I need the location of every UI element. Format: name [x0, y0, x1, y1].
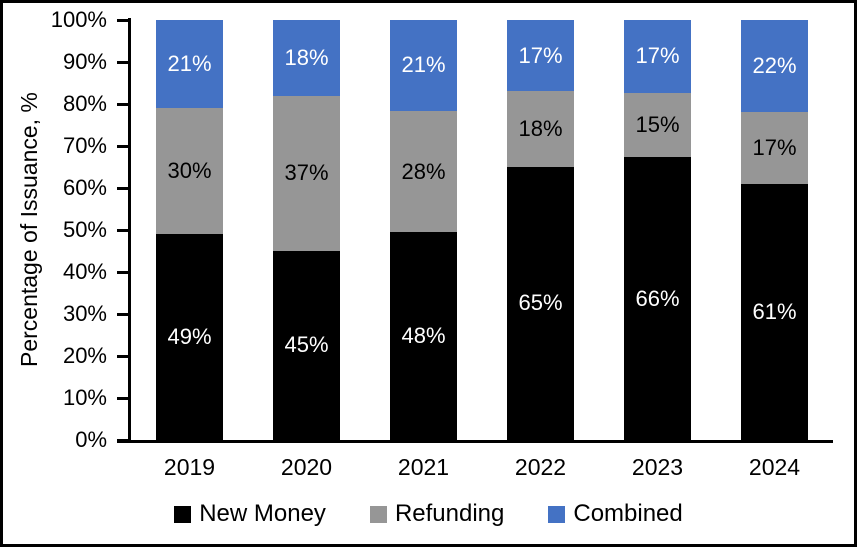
bar-segment-combined: 18% — [273, 20, 340, 96]
x-axis-line — [117, 440, 833, 443]
legend-item-combined: Combined — [548, 500, 683, 528]
bar-segment-refunding: 28% — [390, 110, 457, 233]
legend-label: New Money — [199, 500, 326, 527]
bar-2020: 18% 37% 45% — [273, 20, 340, 440]
y-tick-mark — [117, 397, 129, 400]
legend-label: Combined — [573, 500, 683, 527]
bar-segment-refunding: 17% — [741, 112, 808, 184]
legend-swatch-icon — [369, 505, 387, 523]
bar-segment-combined: 21% — [390, 20, 457, 111]
bar-segment-refunding: 15% — [624, 92, 691, 158]
bar-segment-combined: 17% — [624, 20, 691, 93]
bar-segment-refunding: 30% — [156, 108, 223, 235]
bar-segment-combined: 21% — [156, 20, 223, 109]
legend-swatch-icon — [548, 505, 566, 523]
x-axis-label-2024: 2024 — [748, 454, 801, 480]
y-tick-mark — [117, 313, 129, 316]
plot-area: 21% 30% 49% 18% 37% 45% 21% 28% 48% 17% 18% 65% 17% 1… — [131, 20, 833, 440]
y-tick-mark — [117, 19, 129, 22]
bar-segment-new-money: 66% — [624, 157, 691, 440]
x-axis-label-2023: 2023 — [631, 454, 684, 480]
y-axis-line — [128, 18, 131, 443]
y-tick-label: 0% — [75, 427, 107, 452]
y-tick-label: 20% — [62, 343, 107, 368]
legend-label: Refunding — [394, 500, 505, 527]
x-axis-label-2022: 2022 — [514, 454, 567, 480]
bar-segment-new-money: 48% — [390, 232, 457, 440]
x-axis-label-2019: 2019 — [163, 454, 216, 480]
y-tick-label: 90% — [62, 49, 107, 74]
bar-2023: 17% 15% 66% — [624, 20, 691, 440]
legend: New Money Refunding Combined — [3, 495, 854, 533]
bar-2019: 21% 30% 49% — [156, 20, 223, 440]
bar-segment-refunding: 37% — [273, 95, 340, 251]
bar-2024: 22% 17% 61% — [741, 20, 808, 440]
legend-item-refunding: Refunding — [369, 500, 505, 528]
bar-segment-combined: 17% — [507, 20, 574, 92]
y-tick-label: 10% — [62, 385, 107, 410]
x-axis-label-2021: 2021 — [397, 454, 450, 480]
y-tick-label: 60% — [62, 175, 107, 200]
y-tick-mark — [117, 103, 129, 106]
bar-segment-refunding: 18% — [507, 91, 574, 167]
y-tick-mark — [117, 439, 129, 442]
y-tick-label: 40% — [62, 259, 107, 284]
y-tick-label: 80% — [62, 91, 107, 116]
y-tick-mark — [117, 61, 129, 64]
bar-segment-new-money: 49% — [156, 234, 223, 440]
bar-2021: 21% 28% 48% — [390, 20, 457, 440]
bar-segment-combined: 22% — [741, 20, 808, 113]
bar-segment-new-money: 65% — [507, 166, 574, 440]
y-tick-mark — [117, 145, 129, 148]
x-axis-label-2020: 2020 — [280, 454, 333, 480]
bar-2022: 17% 18% 65% — [507, 20, 574, 440]
y-tick-mark — [117, 271, 129, 274]
y-tick-mark — [117, 187, 129, 190]
y-tick-label: 50% — [62, 217, 107, 242]
y-tick-label: 70% — [62, 133, 107, 158]
chart-figure: Percentage of Issuance, % 0% 10% 20% 30% 40%… — [3, 3, 854, 544]
bar-segment-new-money: 61% — [741, 183, 808, 440]
y-tick-label: 100% — [50, 7, 107, 32]
legend-item-new-money: New Money — [174, 500, 326, 528]
legend-swatch-icon — [174, 505, 192, 523]
bar-segment-new-money: 45% — [273, 250, 340, 440]
y-tick-mark — [117, 229, 129, 232]
y-tick-mark — [117, 355, 129, 358]
y-tick-label: 30% — [62, 301, 107, 326]
